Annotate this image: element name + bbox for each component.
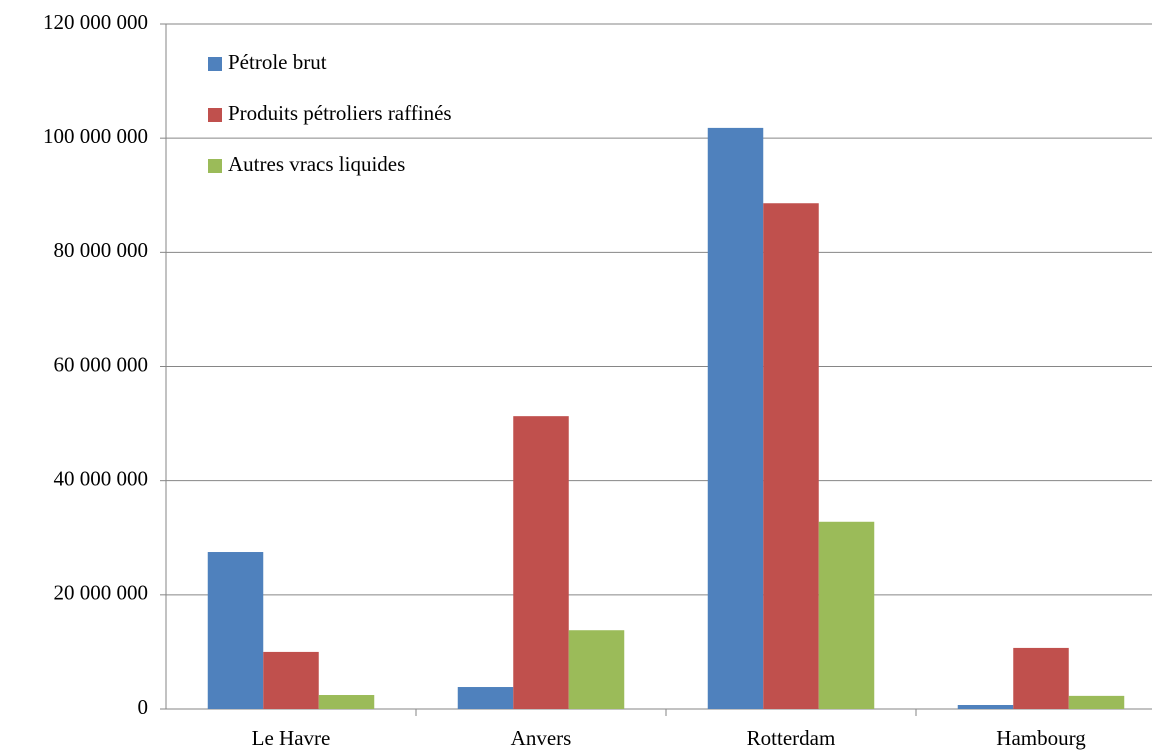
bar xyxy=(513,416,569,709)
y-tick-label: 120 000 000 xyxy=(43,10,148,34)
legend-label: Produits pétroliers raffinés xyxy=(228,101,452,125)
bar xyxy=(818,521,875,709)
bar xyxy=(763,203,819,709)
y-tick-label: 20 000 000 xyxy=(54,581,149,605)
y-tick-label: 0 xyxy=(138,695,149,719)
legend-swatch xyxy=(208,57,222,71)
legend-label: Pétrole brut xyxy=(228,50,327,74)
bar xyxy=(707,127,764,710)
bar xyxy=(457,687,514,709)
y-tick-label: 40 000 000 xyxy=(54,466,149,490)
y-tick-label: 80 000 000 xyxy=(54,238,149,262)
x-tick-label: Anvers xyxy=(511,726,572,750)
bar xyxy=(1013,647,1069,709)
legend-label: Autres vracs liquides xyxy=(228,152,405,176)
x-tick-label: Rotterdam xyxy=(747,726,836,750)
x-tick-label: Hambourg xyxy=(996,726,1086,750)
legend-swatch xyxy=(208,108,222,122)
bar xyxy=(568,630,625,709)
bar xyxy=(263,651,319,709)
bar xyxy=(957,705,1014,709)
y-tick-label: 100 000 000 xyxy=(43,124,148,148)
x-tick-label: Le Havre xyxy=(252,726,331,750)
y-tick-label: 60 000 000 xyxy=(54,352,149,376)
bar xyxy=(1068,695,1125,709)
bar xyxy=(207,552,264,709)
legend-swatch xyxy=(208,159,222,173)
bar xyxy=(318,695,375,709)
